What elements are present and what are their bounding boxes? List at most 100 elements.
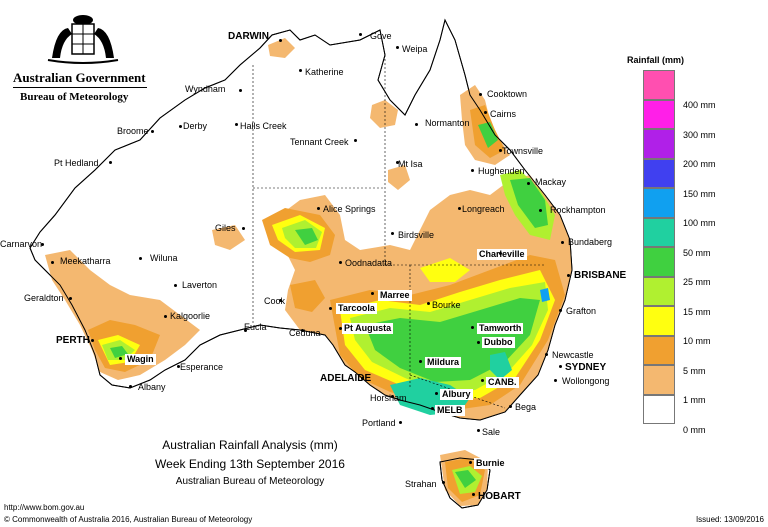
legend-label: 0 mm (683, 424, 706, 435)
place-label: Charleville (477, 249, 527, 260)
place-marker (41, 243, 44, 246)
place-label: Burnie (474, 458, 507, 469)
place-label: Dubbo (482, 337, 515, 348)
place-marker (244, 329, 247, 332)
place-label: HOBART (478, 491, 521, 502)
place-label: Wyndham (185, 84, 226, 94)
place-marker (419, 360, 422, 363)
place-label: Esperance (180, 362, 224, 372)
logo-divider (13, 87, 147, 88)
place-label: Mackay (535, 177, 567, 187)
place-marker (458, 207, 461, 210)
place-label: Cooktown (487, 89, 528, 99)
map-title: Australian Rainfall Analysis (mm) (162, 438, 338, 452)
place-marker (472, 493, 475, 496)
place-label: DARWIN (228, 31, 269, 42)
issued-date: Issued: 13/09/2016 (695, 515, 764, 524)
place-marker (279, 299, 282, 302)
place-marker (554, 379, 557, 382)
place-marker (499, 149, 502, 152)
place-label: Newcastle (552, 350, 594, 360)
legend-swatch (643, 394, 675, 424)
government-name: Australian Government (13, 70, 146, 85)
place-marker (164, 315, 167, 318)
legend-label: 5 mm (683, 365, 706, 376)
place-label: BRISBANE (574, 270, 627, 281)
place-marker (471, 326, 474, 329)
place-label: Mt Isa (398, 159, 423, 169)
legend-swatch (643, 365, 675, 395)
place-marker (179, 125, 182, 128)
place-label: Alice Springs (323, 204, 376, 214)
place-marker (415, 123, 418, 126)
legend-label: 200 mm (683, 159, 716, 169)
place-marker (477, 341, 480, 344)
bureau-name: Bureau of Meteorology (20, 91, 129, 103)
place-label: Horsham (370, 393, 407, 403)
place-label: Mildura (425, 357, 462, 368)
place-label: Townsville (502, 146, 544, 156)
legend-label: 50 mm (683, 247, 711, 258)
place-label: SYDNEY (565, 362, 607, 373)
legend-label: 10 mm (683, 336, 711, 346)
map-attribution: Australian Bureau of Meteorology (175, 476, 325, 487)
place-label: Laverton (182, 280, 218, 290)
legend-label: 100 mm (683, 218, 716, 228)
place-marker (151, 130, 154, 133)
place-label: Sale (482, 427, 501, 437)
place-marker (539, 209, 542, 212)
place-marker (339, 327, 342, 330)
place-marker (69, 297, 72, 300)
legend-label: 400 mm (683, 100, 716, 110)
place-label: Marree (378, 290, 412, 301)
place-label: Derby (183, 121, 208, 131)
place-label: Wiluna (150, 253, 178, 263)
legend-swatch (643, 158, 675, 188)
legend-swatch (643, 70, 675, 100)
place-label: Giles (215, 223, 236, 233)
place-label: Geraldton (24, 293, 64, 303)
place-label: Kalgoorlie (170, 311, 211, 321)
place-marker (129, 385, 132, 388)
place-marker (427, 302, 430, 305)
place-marker (279, 39, 282, 42)
place-marker (177, 365, 180, 368)
place-marker (559, 309, 562, 312)
rain-band-100mm (540, 288, 550, 302)
place-marker (329, 307, 332, 310)
place-label: Pt Hedland (54, 158, 99, 168)
place-marker (371, 292, 374, 295)
legend-swatch (643, 306, 675, 336)
government-logo (8, 10, 158, 67)
place-marker (301, 329, 304, 332)
place-label: Wagin (125, 354, 156, 365)
place-label: PERTH (56, 335, 90, 346)
place-label: Bega (515, 402, 537, 412)
place-marker (396, 46, 399, 49)
place-label: Ceduna (289, 328, 321, 338)
place-label: ADELAIDE (320, 373, 372, 384)
place-marker (354, 139, 357, 142)
place-label: Bundaberg (568, 237, 613, 247)
place-label: Weipa (402, 44, 428, 54)
place-label: Gove (370, 31, 392, 41)
place-marker (391, 232, 394, 235)
website-link[interactable]: http://www.bom.gov.au (4, 503, 85, 512)
place-label: Normanton (425, 118, 470, 128)
legend-swatch (643, 217, 675, 247)
place-marker (139, 257, 142, 260)
place-marker (399, 421, 402, 424)
place-label: Strahan (405, 479, 437, 489)
place-label: Eucla (244, 322, 267, 332)
legend-swatch (643, 276, 675, 306)
place-marker (471, 169, 474, 172)
place-label: Bourke (432, 300, 461, 310)
place-marker (339, 261, 342, 264)
place-marker (299, 69, 302, 72)
legend-swatch (643, 129, 675, 159)
legend-swatch (643, 247, 675, 277)
place-label: Pt Augusta (342, 323, 394, 334)
place-label: Oodnadatta (345, 258, 393, 268)
